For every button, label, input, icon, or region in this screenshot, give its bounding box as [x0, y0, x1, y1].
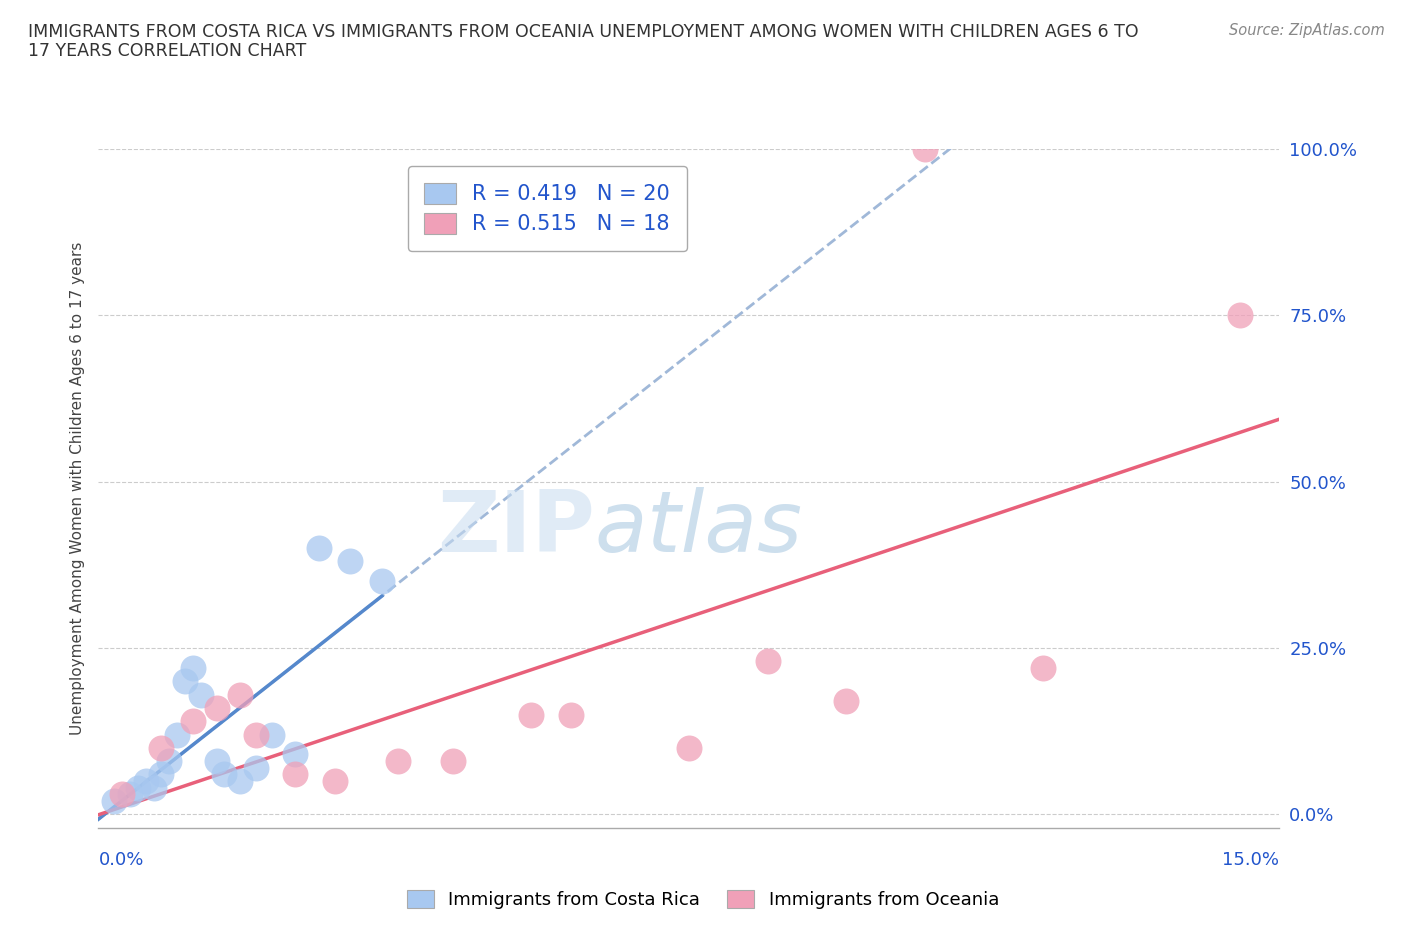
Point: [756, 654, 779, 669]
Point: [1032, 660, 1054, 675]
Point: [135, 774, 157, 789]
Text: 17 YEARS CORRELATION CHART: 17 YEARS CORRELATION CHART: [28, 42, 307, 60]
Point: [560, 707, 582, 722]
Text: Source: ZipAtlas.com: Source: ZipAtlas.com: [1229, 23, 1385, 38]
Point: [181, 660, 204, 675]
Point: [118, 787, 141, 802]
Point: [205, 753, 228, 768]
Point: [284, 747, 307, 762]
Point: [157, 753, 180, 768]
Text: 15.0%: 15.0%: [1222, 851, 1279, 870]
Point: [387, 753, 409, 768]
Point: [260, 727, 283, 742]
Legend: Immigrants from Costa Rica, Immigrants from Oceania: Immigrants from Costa Rica, Immigrants f…: [399, 883, 1007, 916]
Point: [181, 713, 204, 728]
Legend: R = 0.419   N = 20, R = 0.515   N = 18: R = 0.419 N = 20, R = 0.515 N = 18: [408, 166, 686, 251]
Point: [150, 740, 173, 755]
Point: [371, 574, 394, 589]
Point: [1229, 308, 1251, 323]
Point: [308, 540, 330, 555]
Text: atlas: atlas: [595, 487, 803, 570]
Point: [103, 793, 125, 808]
Point: [914, 141, 936, 156]
Text: ZIP: ZIP: [437, 487, 595, 570]
Text: 0.0%: 0.0%: [98, 851, 143, 870]
Point: [214, 767, 236, 782]
Point: [174, 674, 197, 689]
Point: [323, 774, 346, 789]
Point: [339, 554, 361, 569]
Y-axis label: Unemployment Among Women with Children Ages 6 to 17 years: Unemployment Among Women with Children A…: [69, 242, 84, 735]
Point: [441, 753, 464, 768]
Point: [245, 761, 267, 776]
Point: [127, 780, 149, 795]
Point: [111, 787, 134, 802]
Point: [166, 727, 188, 742]
Point: [245, 727, 267, 742]
Point: [520, 707, 543, 722]
Point: [205, 700, 228, 715]
Point: [678, 740, 700, 755]
Text: IMMIGRANTS FROM COSTA RICA VS IMMIGRANTS FROM OCEANIA UNEMPLOYMENT AMONG WOMEN W: IMMIGRANTS FROM COSTA RICA VS IMMIGRANTS…: [28, 23, 1139, 41]
Point: [190, 687, 212, 702]
Point: [142, 780, 165, 795]
Point: [835, 694, 858, 709]
Point: [150, 767, 173, 782]
Point: [284, 767, 307, 782]
Point: [229, 774, 252, 789]
Point: [229, 687, 252, 702]
